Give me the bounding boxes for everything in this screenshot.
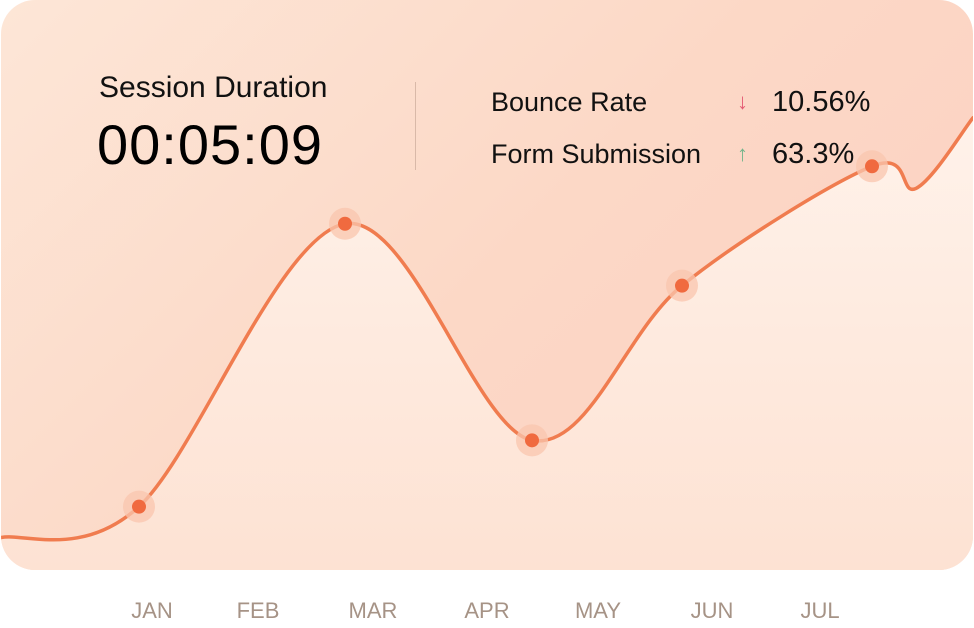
x-tick-label: MAY — [574, 598, 622, 623]
data-point-jan[interactable] — [132, 499, 146, 514]
x-tick-label: APR — [464, 598, 510, 623]
line-chart — [1, 115, 973, 570]
data-point-jul[interactable] — [865, 159, 879, 174]
stats-panel: Session Duration 00:05:09 Bounce Rate ↓ … — [1, 0, 973, 200]
x-axis: JAN FEB MAR APR MAY JUN JUL — [0, 596, 974, 626]
x-tick-label: MAR — [348, 598, 398, 623]
form-submission-value: 63.3% — [772, 138, 855, 170]
analytics-card: Session Duration 00:05:09 Bounce Rate ↓ … — [1, 0, 973, 570]
form-submission-label: Form Submission — [491, 139, 702, 169]
chart-points — [123, 150, 888, 523]
bounce-rate-value: 10.56% — [772, 86, 871, 118]
chart-area — [1, 117, 973, 570]
x-tick-label: JAN — [131, 598, 173, 623]
data-point-mar[interactable] — [338, 216, 352, 231]
arrow-down-icon: ↓ — [737, 89, 748, 114]
arrow-up-icon: ↑ — [737, 141, 748, 166]
data-point-apr[interactable] — [525, 433, 539, 448]
x-tick-label: FEB — [236, 598, 280, 623]
session-duration-label: Session Duration — [99, 71, 328, 104]
data-point-jun[interactable] — [675, 278, 689, 293]
session-duration-value: 00:05:09 — [97, 113, 323, 176]
x-tick-label: JUN — [690, 598, 734, 623]
stats-divider — [415, 82, 416, 170]
bounce-rate-label: Bounce Rate — [491, 87, 648, 117]
x-tick-label: JUL — [800, 598, 840, 623]
